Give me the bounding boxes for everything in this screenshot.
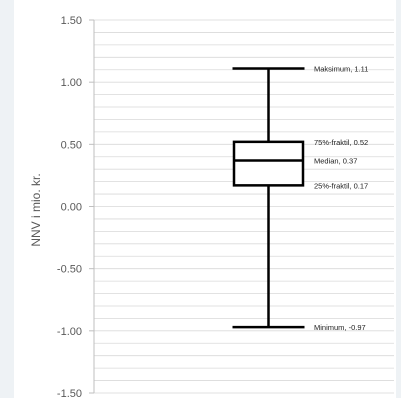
- y-tick-label: -1.50: [57, 388, 82, 398]
- y-tick-label: 0.50: [61, 139, 82, 151]
- y-tick-label: -0.50: [57, 264, 82, 276]
- q1-label: 25%-fraktil, 0.17: [314, 181, 368, 190]
- quartile-box: [232, 140, 305, 187]
- box-plot-chart: NNV i mio. kr. 1.50 1.00 0.50 0.00 -0.50 -1.0…: [29, 15, 394, 398]
- q3-label: 75%-fraktil, 0.52: [314, 138, 368, 147]
- minimum-label: Minimum, -0.97: [314, 323, 366, 332]
- chart-frame: NNV i mio. kr. 1.50 1.00 0.50 0.00 -0.50 -1.0…: [14, 0, 396, 398]
- y-axis-title: NNV i mio. kr.: [29, 173, 43, 246]
- median-label: Median, 0.37: [314, 156, 357, 165]
- y-tick-label: 0.00: [61, 202, 82, 214]
- y-tick-label: 1.50: [61, 15, 82, 27]
- maximum-label: Maksimum, 1.11: [314, 64, 368, 73]
- y-tick-label: -1.00: [57, 326, 82, 338]
- y-tick-label: 1.00: [61, 77, 82, 89]
